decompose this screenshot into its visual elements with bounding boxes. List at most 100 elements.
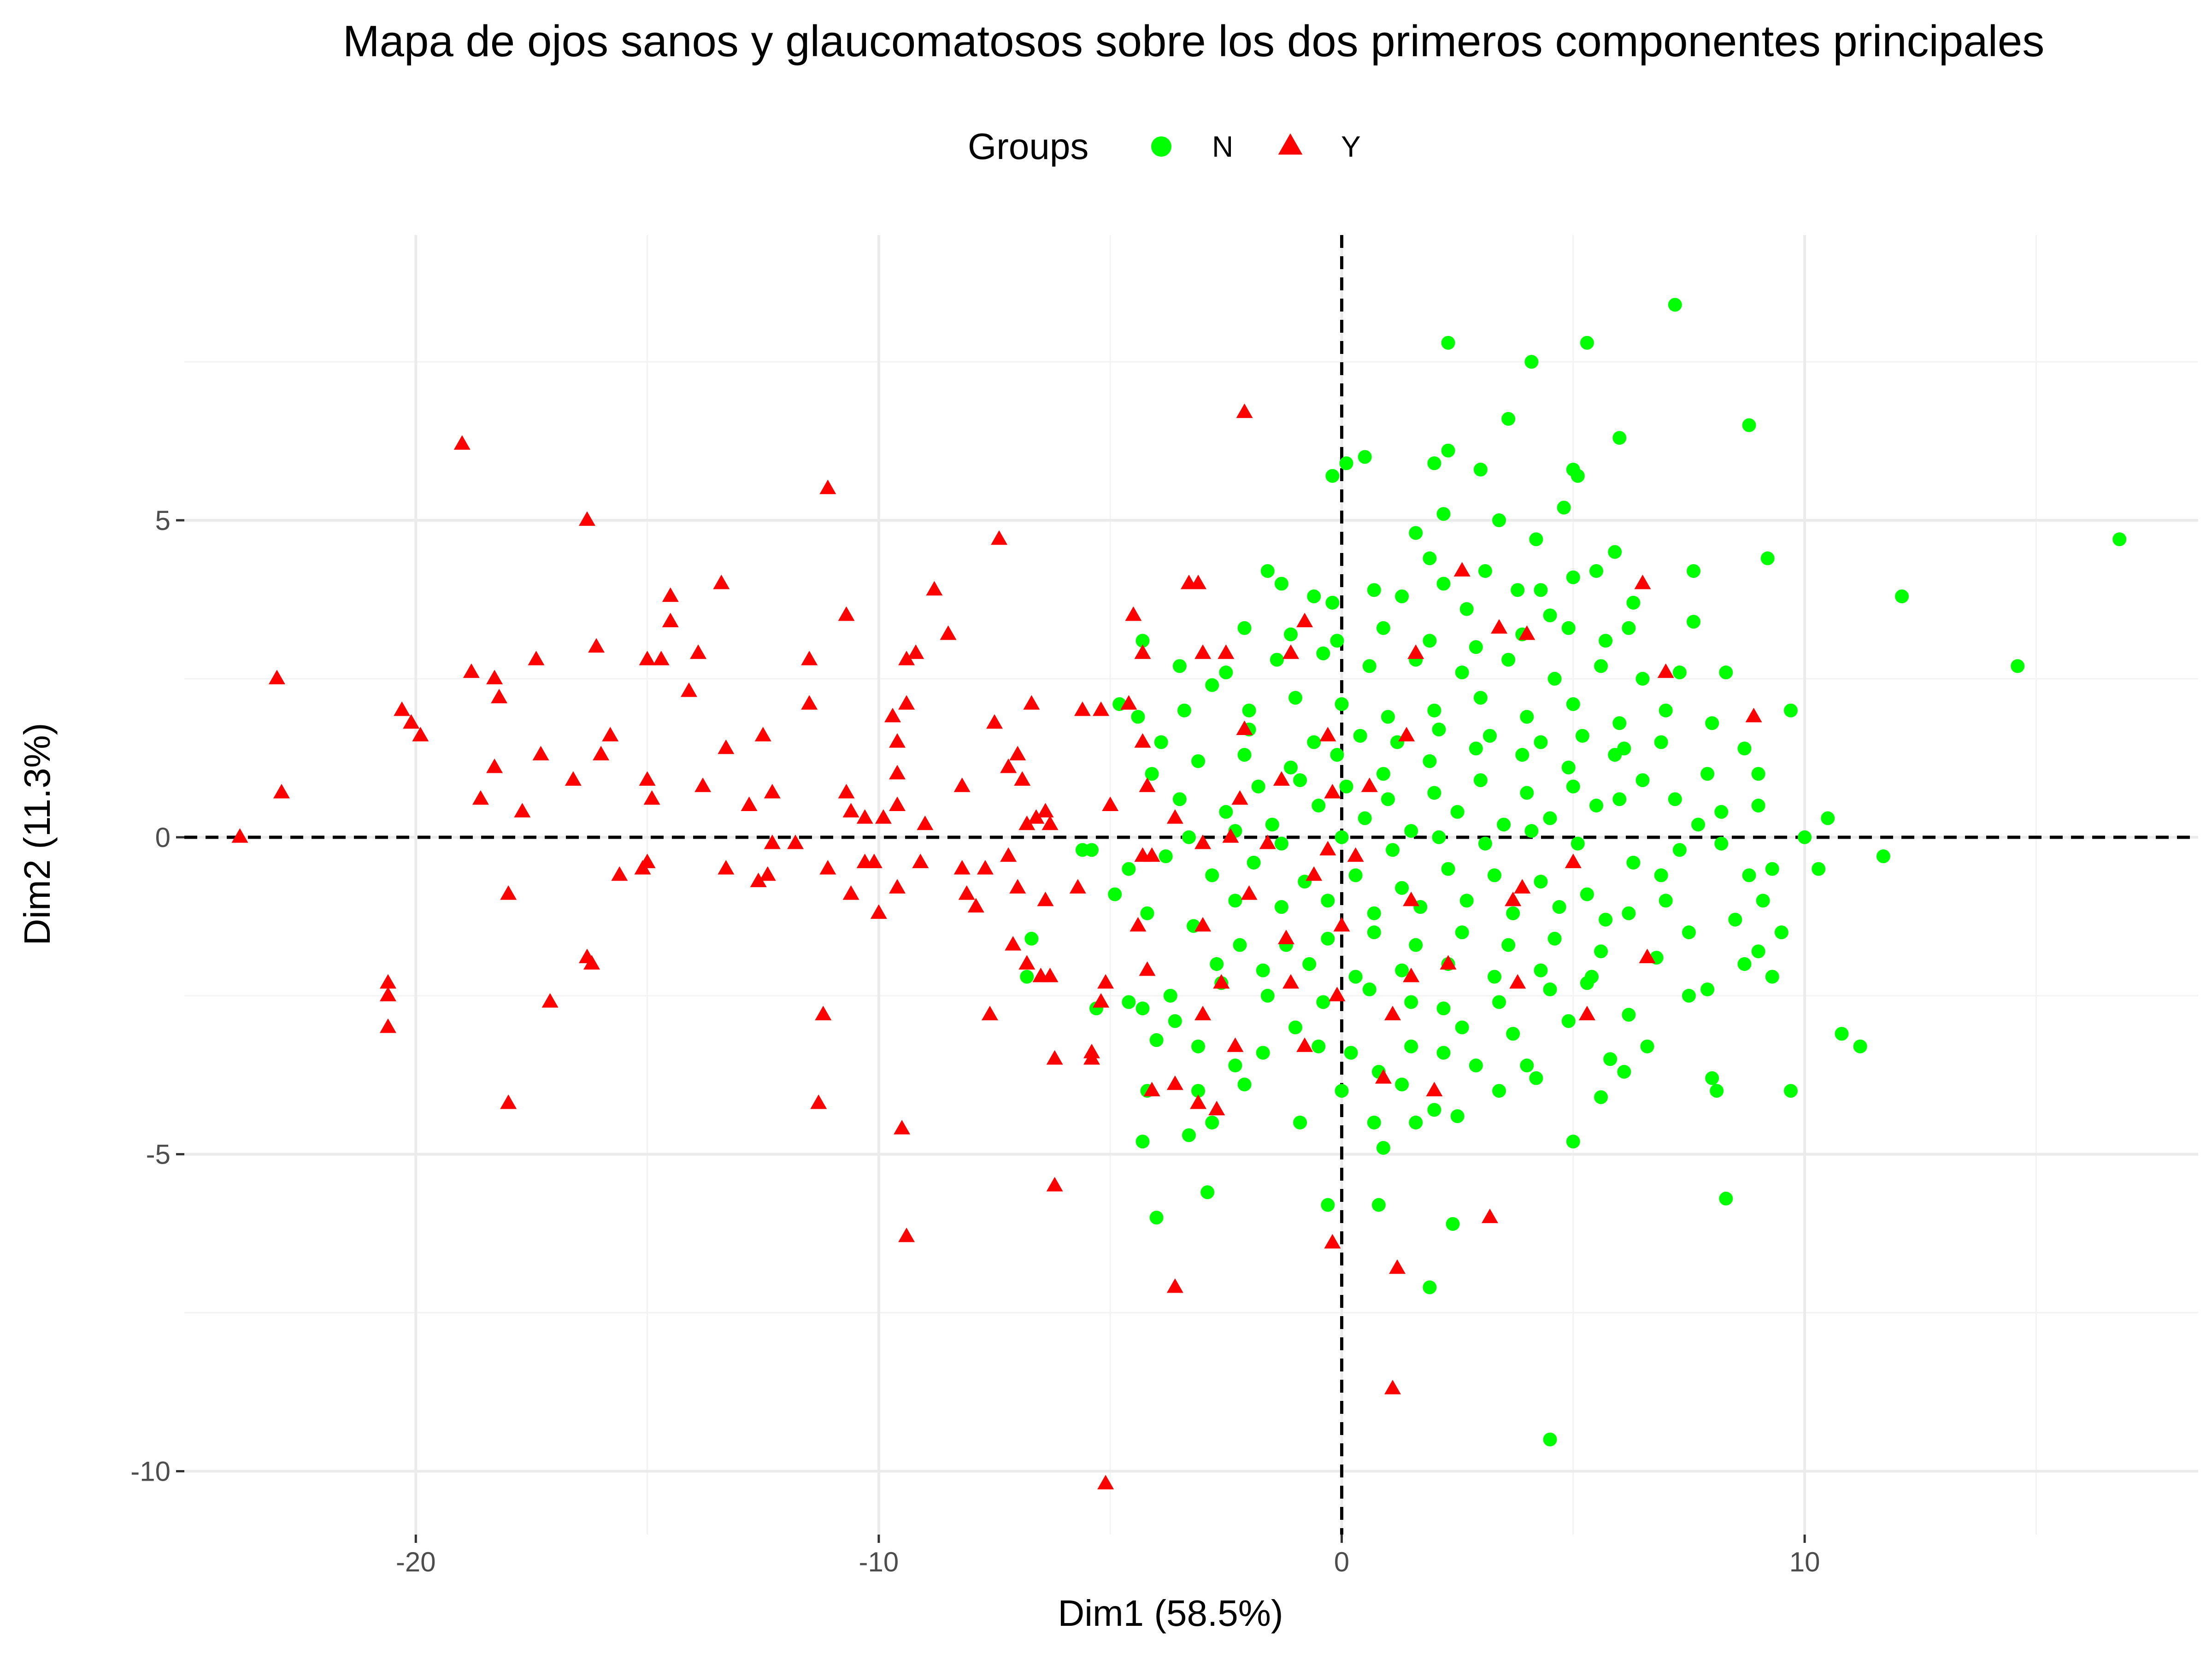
point-y	[1329, 987, 1346, 1001]
point-n	[1492, 513, 1506, 528]
point-n	[1436, 577, 1451, 591]
point-n	[1283, 760, 1298, 775]
point-n	[1256, 963, 1270, 977]
point-n	[1321, 931, 1335, 946]
point-n	[1566, 779, 1580, 794]
point-n	[1719, 1191, 1733, 1206]
point-y	[1403, 891, 1420, 906]
point-y	[1440, 955, 1457, 970]
point-n	[1367, 906, 1381, 920]
point-n	[1659, 703, 1673, 718]
point-y	[1037, 891, 1054, 906]
point-n	[1654, 868, 1668, 882]
point-y	[718, 739, 735, 754]
point-y	[1194, 644, 1212, 659]
point-n	[1473, 773, 1488, 788]
x-axis: -20 -10 0 10	[396, 1535, 1820, 1577]
point-n	[1529, 1071, 1543, 1085]
point-y	[1014, 771, 1031, 786]
point-y	[1166, 1075, 1183, 1090]
point-n	[2011, 659, 2025, 673]
point-n	[1626, 595, 1641, 610]
point-n	[1511, 583, 1525, 597]
point-y	[268, 670, 285, 684]
point-y	[1384, 1380, 1401, 1394]
point-y	[1578, 1006, 1595, 1020]
point-n	[1760, 551, 1775, 565]
point-y	[380, 987, 397, 1001]
point-y	[514, 803, 531, 818]
point-y	[486, 758, 503, 773]
point-n	[1177, 703, 1191, 718]
point-n	[1260, 988, 1275, 1003]
point-n	[1520, 786, 1534, 800]
point-y	[894, 1120, 911, 1135]
point-n	[1108, 887, 1122, 901]
point-n	[1599, 912, 1613, 927]
point-y	[643, 790, 660, 805]
point-y	[967, 898, 984, 913]
point-n	[1395, 963, 1409, 977]
x-tick-label: 10	[1789, 1547, 1820, 1577]
point-y	[764, 784, 781, 799]
point-n	[1691, 818, 1706, 832]
point-y	[1491, 619, 1508, 634]
point-n	[1270, 653, 1284, 667]
point-n	[1376, 767, 1390, 781]
point-n	[1599, 634, 1613, 648]
point-n	[1561, 621, 1576, 635]
point-n	[1427, 456, 1441, 471]
grid	[184, 235, 2198, 1535]
point-y	[1347, 847, 1364, 862]
point-y	[764, 835, 781, 849]
point-n	[1441, 443, 1455, 458]
point-n	[1529, 532, 1543, 547]
point-n	[1524, 355, 1539, 369]
point-n	[1228, 1059, 1242, 1073]
point-n	[1135, 1001, 1150, 1016]
point-y	[653, 651, 670, 665]
point-n	[1798, 830, 1812, 844]
legend-marker-Y	[1278, 133, 1303, 155]
point-n	[1534, 735, 1548, 749]
point-n	[1543, 811, 1557, 825]
point-n	[1353, 729, 1367, 743]
point-n	[1534, 963, 1548, 977]
point-y	[1139, 961, 1156, 976]
point-y	[1130, 917, 1147, 932]
point-n	[1751, 799, 1765, 813]
point-y	[1236, 720, 1253, 735]
point-n	[1488, 868, 1502, 882]
point-n	[1455, 665, 1469, 680]
point-y	[982, 1006, 998, 1020]
y-tick-label: -5	[146, 1139, 171, 1170]
x-tick-label: -20	[396, 1547, 436, 1577]
point-n	[1552, 900, 1566, 914]
point-n	[1362, 982, 1377, 996]
point-y	[565, 771, 582, 786]
point-n	[1436, 1001, 1451, 1016]
point-y	[801, 695, 818, 710]
point-y	[491, 688, 508, 704]
point-n	[1371, 1198, 1386, 1212]
point-n	[1191, 1039, 1206, 1053]
point-y	[1324, 784, 1341, 799]
point-y	[1143, 1082, 1160, 1097]
point-n	[1682, 988, 1696, 1003]
point-y	[1389, 1259, 1406, 1274]
point-y	[1208, 1100, 1225, 1116]
point-y	[898, 651, 915, 665]
point-y	[1190, 1094, 1207, 1109]
point-n	[1256, 1046, 1270, 1060]
point-n	[1603, 1052, 1618, 1066]
point-y	[1403, 967, 1420, 982]
point-y	[1102, 796, 1119, 812]
point-y	[1505, 891, 1522, 906]
point-n	[1149, 1033, 1164, 1047]
point-n	[1705, 716, 1719, 730]
point-n	[1237, 621, 1252, 635]
point-n	[1455, 1020, 1469, 1035]
point-y	[1398, 727, 1415, 741]
point-n	[1395, 589, 1409, 604]
